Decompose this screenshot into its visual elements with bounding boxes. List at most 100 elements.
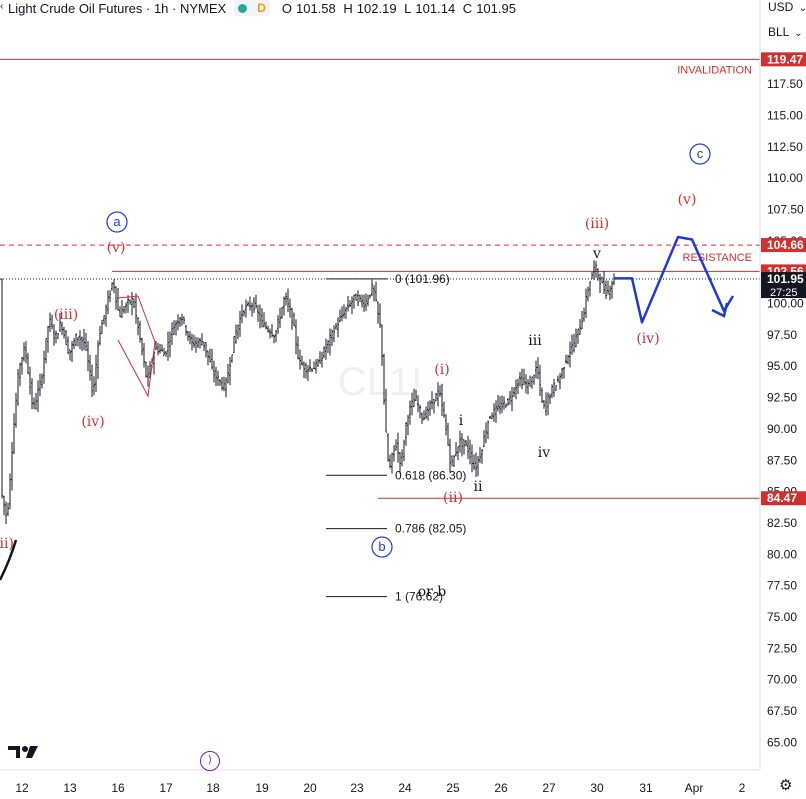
wave-label: (iii) [585,216,609,232]
wave-label: (v) [107,240,126,256]
time-tick-label: 25 [446,781,460,795]
price-tick-label: 70.00 [767,673,797,687]
currency-selector[interactable]: USD ⌄ [768,0,806,14]
price-tag-bg [761,491,806,506]
wave-labels: (ii)(iii)(iv)(v)ab(i)(ii)iiiiiiivv(iii)(… [0,143,711,600]
time-tick-label: 27 [542,781,556,795]
wave-label: (v) [678,192,697,208]
symbol-legend: Light Crude Oil Futures · 1h · NYMEX D O… [8,0,520,16]
wave-label: i [459,413,464,429]
time-tick-label: 26 [494,781,508,795]
wave-label-a: a [113,214,121,229]
price-tick-label: 97.50 [767,328,797,342]
price-tick-label: 72.50 [767,641,797,655]
wave-drawings [0,295,156,581]
price-tick-label: 87.50 [767,453,797,467]
time-tick-label: 30 [590,781,604,795]
price-tick-label: 75.00 [767,610,797,624]
wave-triangle-drawing [117,295,156,398]
price-tick-label: 107.50 [767,202,804,216]
wave-circle-a [106,211,128,233]
time-tick-label: 23 [350,781,364,795]
wave-label: (iii) [54,307,78,323]
unit-selector[interactable]: BLL ⌄ [768,25,806,39]
close-label: C [462,0,473,16]
price-tag-label: 101.95 [767,272,804,286]
high-label: H [343,0,353,16]
prior-wave-curve [0,539,18,581]
price-tick-label: 90.00 [767,422,797,436]
price-tag-label: 84.47 [767,491,797,505]
price-tick-label: 65.00 [767,735,797,749]
market-open-icon [238,3,248,13]
collapse-legend-icon[interactable]: ‹ [0,1,4,12]
wave-label: (iv) [81,414,104,430]
time-tick-label: 13 [63,781,77,795]
price-tick-label: 115.00 [767,108,803,122]
open-value: 101.58 [296,0,336,16]
level-label-invalidation: INVALIDATION [677,64,752,76]
fibonacci-retracement: 0 (101.96) 0.618 (86.30) 0.786 (82.05) 1 (7… [326,272,466,604]
projection-zigzag [614,235,735,324]
price-tag-label: 119.47 [767,52,803,66]
price-countdown-label: 27:25 [770,287,798,299]
fib-level-label: 0 (101.96) [395,272,450,286]
wave-label: ii [474,479,483,495]
wave-label: v [592,246,601,262]
wave-circle-b [371,536,393,558]
wave-label: (ii) [0,536,14,552]
time-tick-label: 16 [111,781,125,795]
wave-label-b: b [378,539,385,554]
wave-label: iii [528,333,542,349]
low-label: L [404,0,412,16]
tradingview-logo-icon [8,744,40,760]
go-to-realtime-icon[interactable]: ⟩ [200,751,220,771]
time-tick-label: 12 [15,781,29,795]
price-tick-label: 80.00 [767,547,797,561]
time-tick-label: 19 [255,781,269,795]
fib-level-label: 0.786 (82.05) [395,522,466,536]
time-tick-label: Apr [685,781,704,795]
price-tag-bg [761,52,806,67]
symbol-watermark: CL1! [338,360,423,404]
fib-level-label: 0.618 (86.30) [395,468,466,482]
time-tick-label: 31 [639,781,653,795]
time-tick-label: 24 [398,781,412,795]
market-status[interactable]: D [234,0,270,16]
projection-arrowhead [711,302,729,318]
wave-label: or b [418,584,447,600]
level-label-resistance-top: RESISTANCE [683,252,752,264]
projection-path [614,235,735,324]
candlestick-series [1,260,615,525]
price-tick-label: 92.50 [767,391,797,405]
low-value: 101.14 [415,0,456,16]
gear-icon[interactable]: ⚙ [779,777,793,794]
unit-label: BLL [768,25,789,39]
high-value: 102.19 [356,0,397,16]
wave-label: iv [538,445,550,461]
chevron-down-icon: ⌄ [794,28,803,39]
price-tick-label: 100.00 [767,297,804,311]
price-tick-label: 77.50 [767,579,797,593]
chevron-down-icon: ⌄ [798,3,806,14]
price-tag-bg [761,238,806,253]
fib-level-label: 1 (76.62) [395,590,443,604]
wave-label: (i) [434,362,449,378]
symbol-title[interactable]: Light Crude Oil Futures · 1h · NYMEX [8,0,227,16]
time-axis: 12 13 16 17 18 19 20 23 24 25 26 27 30 31 Apr 2 [0,769,760,795]
time-tick-label: 2 [739,781,746,795]
price-tick-label: 67.50 [767,704,797,718]
open-label: O [281,0,292,16]
price-tick-label: 117.50 [767,77,803,91]
price-tick-label: 110.00 [767,171,803,185]
price-tag-bg [761,272,806,299]
delayed-badge: D [257,1,266,15]
wave-label: (iv) [636,331,659,347]
wave-label: (ii) [443,490,463,506]
ohlc-values: O 101.58 H 102.19 L 101.14 C 101.95 [282,1,520,16]
wave-label-c: c [697,146,704,161]
time-tick-label: 20 [303,781,317,795]
price-axis: 65.00 67.50 70.00 72.50 75.00 77.50 80.00 82.50… [759,0,804,770]
